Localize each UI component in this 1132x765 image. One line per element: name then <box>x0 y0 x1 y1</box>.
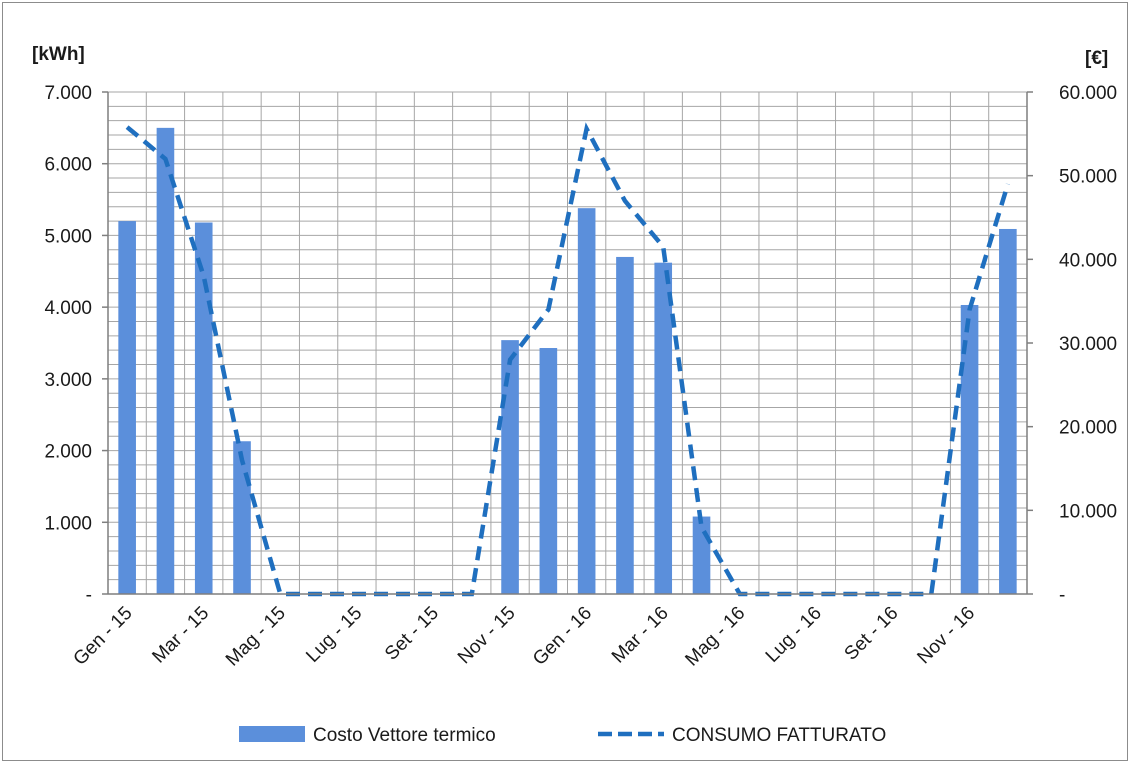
right-tick-label: 50.000 <box>1059 167 1117 188</box>
legend-label-costo: Costo Vettore termico <box>313 725 496 746</box>
x-tick-label: Nov - 16 <box>913 603 979 669</box>
x-tick-label: Mar - 15 <box>148 603 213 668</box>
x-tick-label: Gen - 15 <box>70 603 137 670</box>
left-axis-ticks: 7.000 6.000 5.000 4.000 3.000 2.000 1.000 - <box>44 83 108 606</box>
x-tick-label: Mag - 15 <box>222 603 290 671</box>
bar-series <box>118 127 1017 595</box>
left-axis-unit: [kWh] <box>32 44 85 65</box>
consumo-fatturato-line <box>125 122 1011 597</box>
right-tick-label: 60.000 <box>1059 83 1117 104</box>
left-tick-label: - <box>86 585 92 606</box>
left-tick-label: 1.000 <box>44 513 92 534</box>
x-tick-label: Mar - 16 <box>608 603 673 668</box>
x-tick-label: Gen - 16 <box>529 603 596 670</box>
left-tick-label: 3.000 <box>44 370 92 391</box>
bar <box>999 228 1017 594</box>
x-tick-label: Set - 16 <box>841 603 903 665</box>
bar <box>577 208 596 595</box>
bar <box>616 256 634 594</box>
bar <box>692 516 711 594</box>
legend-bar-swatch <box>239 726 305 742</box>
bar <box>156 127 175 594</box>
right-tick-label: 20.000 <box>1059 418 1117 439</box>
right-tick-label: 30.000 <box>1059 334 1117 355</box>
left-tick-label: 2.000 <box>44 442 92 463</box>
x-tick-label: Lug - 15 <box>302 603 366 667</box>
x-tick-label: Nov - 15 <box>454 603 520 669</box>
bar <box>960 304 979 594</box>
right-tick-label: - <box>1059 585 1065 606</box>
left-tick-label: 7.000 <box>44 83 92 104</box>
x-tick-label: Set - 15 <box>381 603 443 665</box>
left-tick-label: 6.000 <box>44 155 92 176</box>
right-tick-label: 10.000 <box>1059 501 1117 522</box>
x-tick-label: Lug - 16 <box>762 603 826 667</box>
right-tick-label: 40.000 <box>1059 250 1117 271</box>
bar <box>654 262 673 594</box>
legend-label-consumo: CONSUMO FATTURATO <box>672 725 886 746</box>
bar <box>539 348 558 594</box>
bar <box>501 340 519 594</box>
bar <box>118 221 136 595</box>
x-tick-label: Mag - 16 <box>681 603 749 671</box>
right-axis-ticks: 60.000 50.000 40.000 30.000 20.000 10.000 - <box>1027 83 1117 606</box>
left-tick-label: 4.000 <box>44 298 92 319</box>
legend: Costo Vettore termico CONSUMO FATTURATO <box>239 725 886 746</box>
bar <box>194 222 213 594</box>
left-tick-label: 5.000 <box>44 226 92 247</box>
x-axis-ticks: Gen - 15 Mar - 15 Mag - 15 Lug - 15 Set - 15… <box>70 603 980 671</box>
right-axis-unit: [€] <box>1085 48 1108 69</box>
